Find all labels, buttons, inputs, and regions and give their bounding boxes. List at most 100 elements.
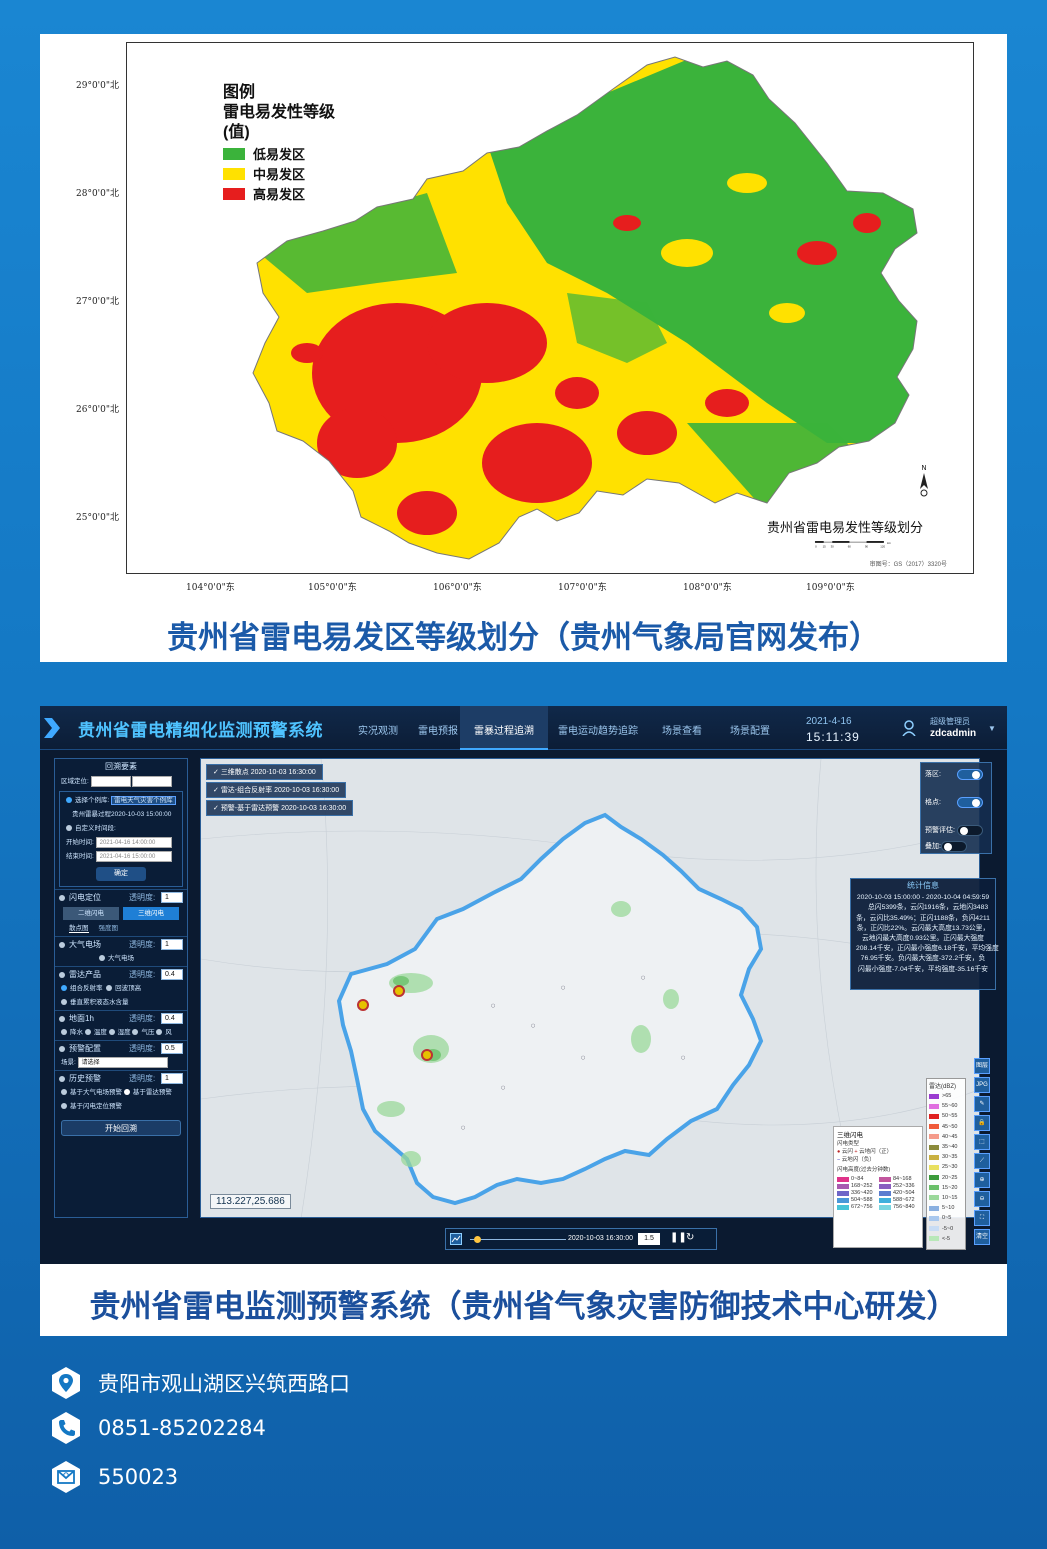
map-tool-8[interactable]: ⛶: [974, 1210, 990, 1226]
transparency-input[interactable]: 1: [161, 892, 183, 903]
location-icon: [52, 1367, 80, 1399]
end-time-input[interactable]: 2021-04-16 15:00:00: [95, 850, 172, 862]
ground-radio-4[interactable]: [132, 1029, 139, 1036]
layer-radar-reflectivity[interactable]: ✓ 雷达-组合反射率 2020-10-03 16:30:00: [206, 782, 347, 798]
height-bin-label: 504~588: [851, 1197, 873, 1203]
phone-icon: [52, 1412, 80, 1444]
event-choice-label: 选择个例库:: [75, 797, 110, 804]
transparency-input[interactable]: 0.4: [161, 969, 183, 980]
map-tool-5[interactable]: ⟋: [974, 1153, 990, 1169]
image-icon[interactable]: [450, 1233, 462, 1245]
pause-icon[interactable]: ❚❚: [670, 1232, 687, 1243]
section-toggle-icon[interactable]: [59, 971, 65, 978]
event-library-button[interactable]: 雷电天气灾害个例库: [111, 796, 176, 805]
event-radio[interactable]: [66, 797, 72, 804]
guizhou-susceptibility-map: 图例 雷电易发性等级 (值) 低易发区 中易发区 高易发区 N 贵州省雷电易发性…: [126, 42, 974, 574]
layer-3d-scatter[interactable]: ✓ 三维散点 2020-10-03 16:30:00: [206, 764, 323, 780]
toggle-evaluation[interactable]: [957, 825, 983, 836]
chevron-down-icon[interactable]: ▼: [988, 724, 996, 733]
event-row: 选择个例库: 雷电天气灾害个例库: [60, 794, 182, 808]
radar-item-3: 垂直累积液态水含量: [70, 999, 129, 1006]
radar-radio-3[interactable]: [61, 999, 67, 1006]
history-radio-1[interactable]: [61, 1089, 67, 1096]
radar-radio-2[interactable]: [106, 985, 113, 992]
scale-bar: 0 15 30 60 90 120 km: [814, 541, 892, 548]
traceback-sidebar: 回溯要素 区域定位: 选择个例库: 雷电天气灾害个例库 贵州雷暴过程2020-1…: [54, 758, 188, 1218]
transparency-input[interactable]: 1: [161, 1073, 183, 1084]
subtab-scatter[interactable]: 散点图: [69, 925, 89, 933]
cloud-flash-icon: ●: [837, 1149, 841, 1155]
section-toggle-icon[interactable]: [59, 1015, 65, 1022]
start-time-input[interactable]: 2021-04-16 14:00:00: [95, 836, 172, 848]
map-tool-7[interactable]: ⊖: [974, 1191, 990, 1207]
radar-radio-1[interactable]: [61, 985, 67, 992]
toggle-area[interactable]: [957, 769, 983, 780]
svg-text:○: ○: [531, 1023, 535, 1029]
height-bin-0: 0~84: [837, 1176, 877, 1182]
transparency-input[interactable]: 0.5: [161, 1043, 183, 1054]
ground-radio-3[interactable]: [108, 1029, 115, 1036]
layer-radar-warning[interactable]: ✓ 预警-基于雷达预警 2020-10-03 16:30:00: [206, 800, 354, 816]
tab-lightning-forecast[interactable]: 雷电预报: [418, 726, 458, 737]
layer-label-2: 雷达-组合反射率 2020-10-03 16:30:00: [220, 787, 340, 794]
map-tool-2[interactable]: ✎: [974, 1096, 990, 1112]
stats-line-1: 总闪5399条，云闪1916条，云地闪3483: [868, 904, 989, 912]
tab-scene-config[interactable]: 场景配置: [730, 726, 770, 737]
subtab-intensity[interactable]: 强度图: [98, 925, 119, 932]
tab-3d-lightning[interactable]: 三维闪电: [123, 907, 179, 920]
svg-text:○: ○: [561, 985, 565, 991]
map-tool-9[interactable]: 清空: [974, 1229, 990, 1245]
radar-items-row-2: 垂直累积液态水含量: [55, 996, 187, 1010]
map-tool-1[interactable]: JPG: [974, 1077, 990, 1093]
positive-flash-icon: +: [854, 1149, 858, 1155]
custom-radio[interactable]: [66, 825, 72, 832]
confirm-button[interactable]: 确定: [96, 867, 146, 881]
tab-storm-traceback[interactable]: 雷暴过程追溯: [460, 706, 548, 750]
user-icon[interactable]: [902, 720, 916, 736]
map-tool-3[interactable]: 🔒: [974, 1115, 990, 1131]
transparency-input[interactable]: 0.4: [161, 1013, 183, 1024]
header-date: 2021-4-16: [806, 716, 852, 727]
toggle-overlay[interactable]: [941, 841, 967, 852]
lat-label-27: 27°0'0"北: [76, 297, 120, 307]
tab-2d-lightning[interactable]: 二维闪电: [63, 907, 119, 920]
timeline-track[interactable]: [470, 1239, 566, 1240]
section-toggle-icon[interactable]: [59, 941, 65, 948]
history-radio-2[interactable]: [123, 1089, 130, 1096]
map-tool-4[interactable]: ⬚: [974, 1134, 990, 1150]
radar-bin-14: <-5: [929, 1234, 963, 1244]
map-toolbar: 图层 JPG ✎ 🔒 ⬚ ⟋ ⊕ ⊖ ⛶ 清空: [974, 1058, 992, 1248]
radar-bin-12: 0~5: [929, 1213, 963, 1223]
ground-radio-2[interactable]: [84, 1029, 91, 1036]
efield-checkbox[interactable]: [99, 955, 105, 962]
ground-radio-1[interactable]: [61, 1029, 67, 1036]
height-bin-swatch: [837, 1183, 849, 1189]
section-toggle-icon[interactable]: [59, 1045, 65, 1052]
tab-scene-view[interactable]: 场景查看: [662, 726, 702, 737]
map-tool-6[interactable]: ⊕: [974, 1172, 990, 1188]
radar-bin-label: 20~25: [942, 1174, 958, 1181]
timeline-handle[interactable]: [474, 1236, 481, 1243]
region-label: 区域定位:: [61, 778, 89, 785]
transparency-input[interactable]: 1: [161, 939, 183, 950]
radar-bin-label: 5~10: [942, 1205, 955, 1212]
history-radio-3[interactable]: [61, 1103, 67, 1110]
section-toggle-icon[interactable]: [59, 1075, 65, 1082]
tab-motion-tracking[interactable]: 雷电运动趋势追踪: [558, 726, 638, 737]
scene-select[interactable]: 请选择: [77, 1056, 168, 1068]
mail-icon: [52, 1461, 80, 1493]
user-name[interactable]: zdcadmin: [930, 728, 977, 739]
map-tool-0[interactable]: 图层: [974, 1058, 990, 1074]
refresh-icon[interactable]: ↻: [686, 1232, 695, 1243]
height-bin-8: 672~756: [837, 1204, 877, 1210]
region-select-2[interactable]: [132, 775, 173, 787]
playback-speed-input[interactable]: 1.5: [638, 1233, 660, 1245]
section-toggle-icon[interactable]: [59, 894, 65, 901]
start-traceback-button[interactable]: 开始回溯: [61, 1120, 181, 1136]
region-select-1[interactable]: [90, 775, 131, 787]
radar-bin-label: 0~5: [942, 1215, 952, 1222]
ground-radio-5[interactable]: [156, 1029, 163, 1036]
height-bin-swatch: [837, 1204, 849, 1210]
tab-live-observation[interactable]: 实况观测: [358, 726, 398, 737]
toggle-grid[interactable]: [957, 797, 983, 808]
